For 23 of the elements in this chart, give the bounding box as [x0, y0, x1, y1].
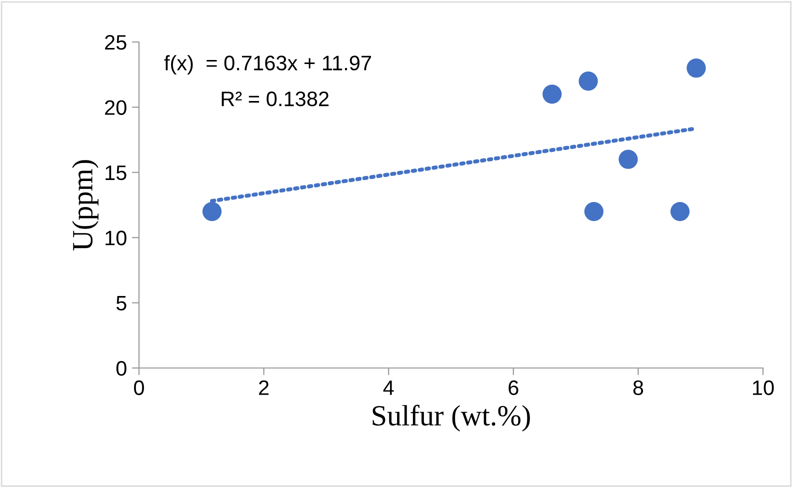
y-axis-title: U(ppm) [72, 160, 98, 251]
y-tick-label: 20 [105, 100, 126, 115]
x-tick-label: 8 [633, 380, 644, 396]
point [542, 84, 562, 104]
x-tick-label: 4 [383, 380, 394, 395]
y-tick-label: 25 [105, 35, 126, 50]
x-axis-title: Sulfur (wt.%) [372, 404, 530, 432]
y-tick-label: 10 [106, 230, 126, 246]
x-tick-label: 10 [753, 380, 774, 396]
x-tick-label: 6 [508, 380, 518, 396]
y-tick-label: 0 [116, 361, 126, 376]
annotation: R² = 0.1382 [222, 92, 329, 106]
point [670, 202, 690, 222]
point [584, 202, 604, 222]
y-tick-label: 5 [116, 296, 126, 311]
y-tick-label: 15 [106, 166, 126, 180]
point [202, 202, 222, 222]
point [618, 150, 638, 169]
x-tick-label: 0 [134, 380, 144, 396]
annotation: f(x) = 0.7163x + 11.97 [164, 55, 372, 75]
point [578, 72, 598, 91]
point [686, 58, 706, 78]
x-tick-label: 2 [259, 380, 269, 395]
